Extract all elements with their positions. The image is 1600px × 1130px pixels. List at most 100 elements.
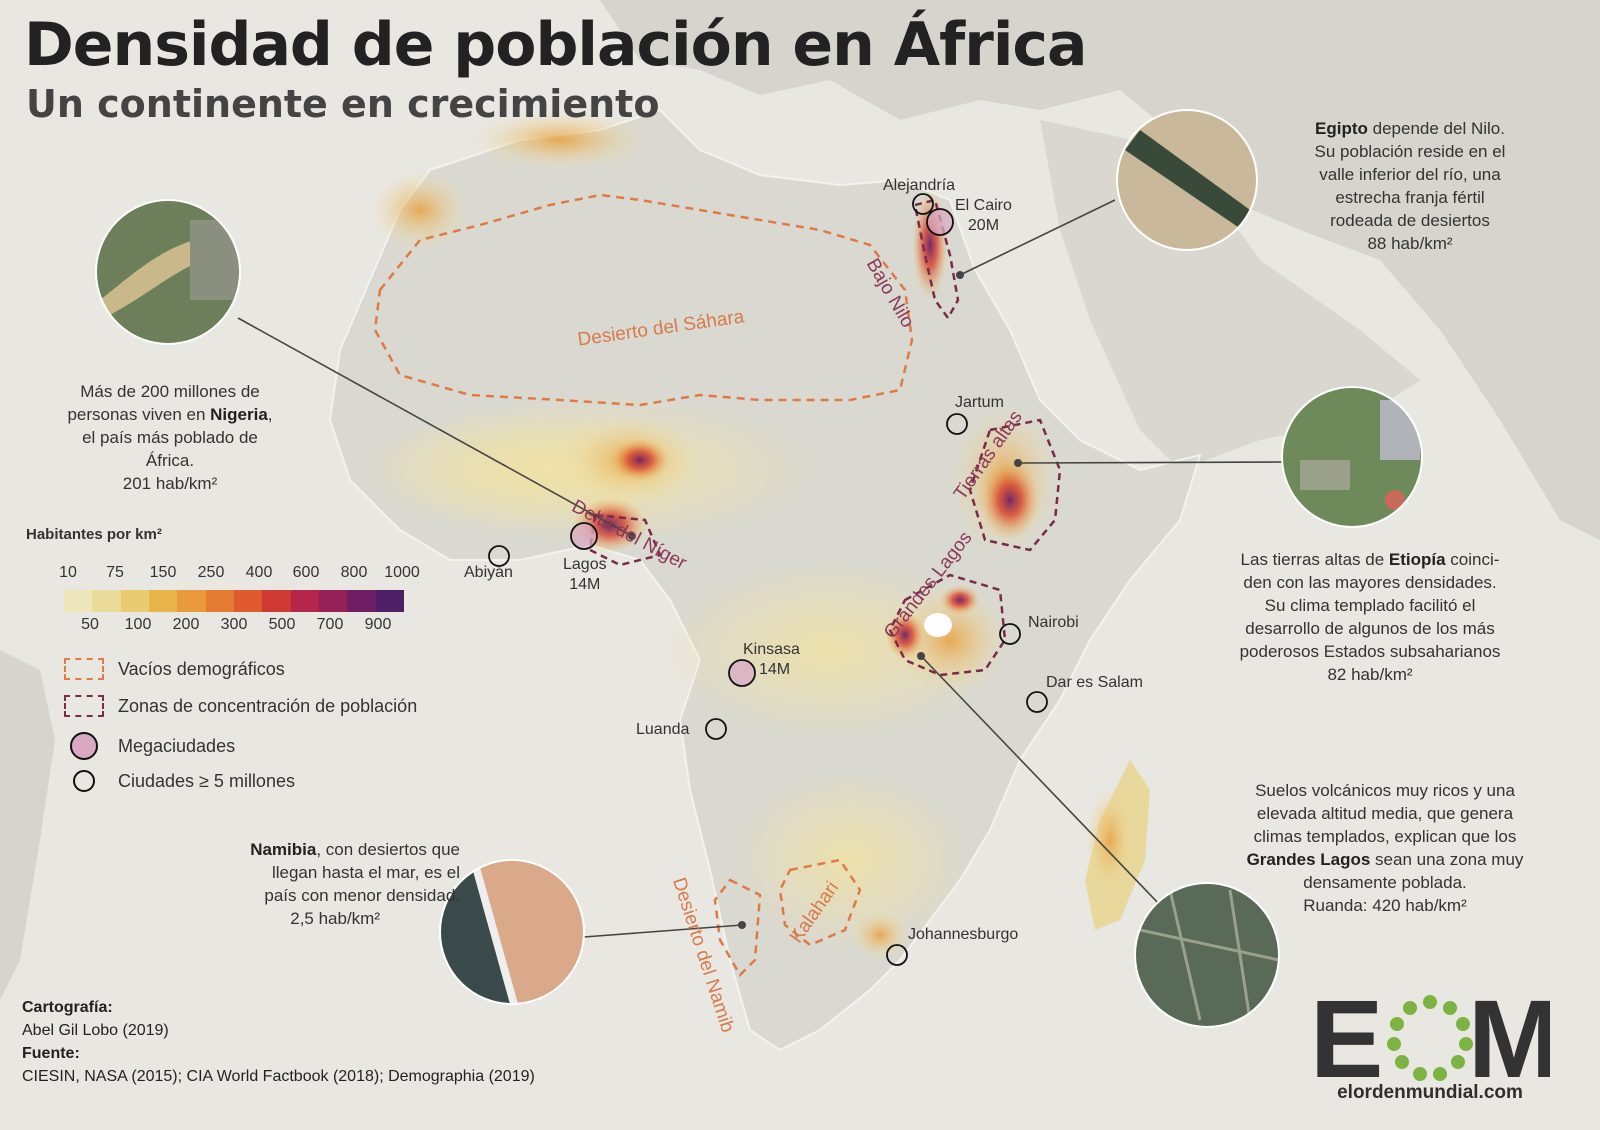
europe-landmass (600, 0, 1600, 540)
legend-ramp-swatch (148, 590, 178, 612)
legend-scale-top: 10 75 150 250 400 600 800 1000 (59, 564, 420, 584)
city-label-el-cairo: El Cairo 20M (955, 196, 1012, 236)
dashed-maroon-box-icon (64, 695, 104, 717)
note-etiopia: Las tierras altas de Etiopía coinci- den… (1210, 548, 1530, 686)
legend-ramp-swatch (120, 590, 149, 612)
legend-item-label: Ciudades ≥ 5 millones (118, 770, 295, 791)
jartum-marker (946, 413, 968, 435)
legend-ramp-swatch (177, 590, 206, 612)
note-nigeria-l2-pre: personas viven en (67, 405, 211, 424)
note-grandes-lagos-l2: elevada altitud media, que genera (1256, 804, 1514, 823)
legend-ramp-swatch (64, 590, 93, 612)
el-cairo-name: El Cairo (955, 197, 1012, 214)
city-circle-icon (73, 770, 95, 792)
legend-tick: 10 (59, 564, 77, 581)
note-nigeria-l2-post: , (267, 405, 273, 424)
kinsasa-population: 14M (759, 661, 791, 678)
page-title: Densidad de población en África (24, 10, 1087, 80)
legend-ramp-swatch (233, 590, 263, 612)
lagos-marker (570, 522, 598, 550)
credits-fuente: CIESIN, NASA (2015); CIA World Factbook … (22, 1068, 535, 1085)
legend-ramp-swatch (290, 590, 319, 612)
legend-tick: 900 (364, 616, 392, 633)
note-egipto-l6: 88 hab/km² (1367, 234, 1453, 253)
legend-tick: 150 (149, 564, 177, 581)
el-cairo-population: 20M (967, 217, 1000, 234)
legend-tick: 75 (106, 564, 124, 581)
legend-tick: 100 (124, 616, 152, 633)
dar-es-salam-marker (1026, 691, 1048, 713)
megacity-circle-icon (70, 732, 98, 760)
dashed-orange-box-icon (64, 658, 104, 680)
note-egipto-l2: Su población reside en el (1314, 142, 1506, 161)
johannesburgo-marker (886, 944, 908, 966)
lagos-population: 14M (569, 576, 601, 593)
logo-url: elordenmundial.com (1337, 1082, 1523, 1103)
abiyan-marker (488, 545, 510, 567)
legend-ramp-swatch (347, 590, 376, 612)
note-egipto-l5: rodeada de desiertos (1330, 211, 1490, 230)
city-label-dar-es-salam: Dar es Salam (1046, 674, 1143, 691)
legend-item-voids: Vacíos demográficos (64, 658, 285, 680)
egypt-satellite-inset (1116, 109, 1258, 251)
note-grandes-lagos-l4-post: sean una zona muy (1370, 850, 1524, 869)
note-nigeria-l4: África. (145, 451, 195, 470)
city-label-alejandria: Alejandría (883, 177, 956, 194)
legend-tick: 300 (220, 616, 248, 633)
logo-letter-m: M (1468, 982, 1550, 1101)
city-label-johannesburgo: Johannesburgo (908, 926, 1019, 943)
note-grandes-lagos-bold: Grandes Lagos (1246, 850, 1371, 869)
city-label-luanda: Luanda (636, 721, 690, 738)
nigeria-satellite-inset (95, 199, 241, 345)
note-egipto-l1: depende del Nilo. (1367, 119, 1505, 138)
legend-item-concentration: Zonas de concentración de población (64, 695, 417, 717)
nairobi-marker (999, 623, 1021, 645)
city-label-jartum: Jartum (955, 394, 1004, 411)
legend-tick: 250 (197, 564, 225, 581)
legend-tick: 600 (292, 564, 320, 581)
eom-logo: E M (1310, 982, 1550, 1101)
city-label-lagos: Lagos 14M (563, 555, 607, 595)
note-egipto-l4: estrecha franja fértil (1335, 188, 1485, 207)
el-cairo-marker (926, 208, 954, 236)
note-namibia-l3: país con menor densidad. (264, 886, 460, 905)
namib-void-outline (713, 878, 762, 978)
legend-tick: 400 (245, 564, 273, 581)
namibia-satellite-inset (439, 859, 585, 1005)
credits: Cartografía: Abel Gil Lobo (2019) Fuente… (22, 996, 535, 1088)
note-etiopia-bold: Etiopía (1388, 550, 1446, 569)
note-nigeria: Más de 200 millones de personas viven en… (40, 380, 300, 495)
legend-tick: 700 (316, 616, 344, 633)
legend-ramp-swatch (92, 590, 121, 612)
legend-color-ramp (64, 590, 404, 612)
legend-item-label: Vacíos demográficos (118, 658, 285, 679)
legend-ramp-swatch (262, 590, 291, 612)
note-namibia-l1-post: , con desiertos que (316, 840, 460, 859)
credits-cartografia: Abel Gil Lobo (2019) (22, 1022, 169, 1039)
ethiopia-satellite-inset (1281, 386, 1423, 528)
legend-title: Habitantes por km² (26, 526, 162, 543)
city-label-abiyan: Abiyán (464, 564, 513, 581)
note-nigeria-l5: 201 hab/km² (122, 474, 218, 493)
note-grandes-lagos-l6: Ruanda: 420 hab/km² (1303, 896, 1467, 915)
legend-tick: 800 (340, 564, 368, 581)
note-grandes-lagos-l5: densamente poblada. (1303, 873, 1467, 892)
note-egipto-l3: valle inferior del río, una (1319, 165, 1501, 184)
legend-item-label: Zonas de concentración de población (118, 695, 418, 716)
note-namibia-l2: llegan hasta el mar, es el (271, 863, 460, 882)
note-etiopia-l1-post: coinci- (1445, 550, 1500, 569)
legend-ramp-swatch (205, 590, 234, 612)
legend-item-megacities: Megaciudades (64, 732, 235, 760)
credits-cartografia-label: Cartografía: (22, 999, 113, 1016)
note-etiopia-l6: 82 hab/km² (1327, 665, 1413, 684)
legend-item-cities: Ciudades ≥ 5 millones (64, 770, 295, 792)
note-nigeria-l1: Más de 200 millones de (80, 382, 260, 401)
credits-fuente-label: Fuente: (22, 1045, 80, 1062)
luanda-marker (705, 718, 727, 740)
note-grandes-lagos-l1: Suelos volcánicos muy ricos y una (1255, 781, 1515, 800)
note-etiopia-l2: den con las mayores densidades. (1243, 573, 1497, 592)
kalahari-void-outline (778, 858, 862, 947)
note-etiopia-l5: poderosos Estados subsaharianos (1239, 642, 1501, 661)
note-grandes-lagos-l3: climas templados, explican que los (1253, 827, 1517, 846)
